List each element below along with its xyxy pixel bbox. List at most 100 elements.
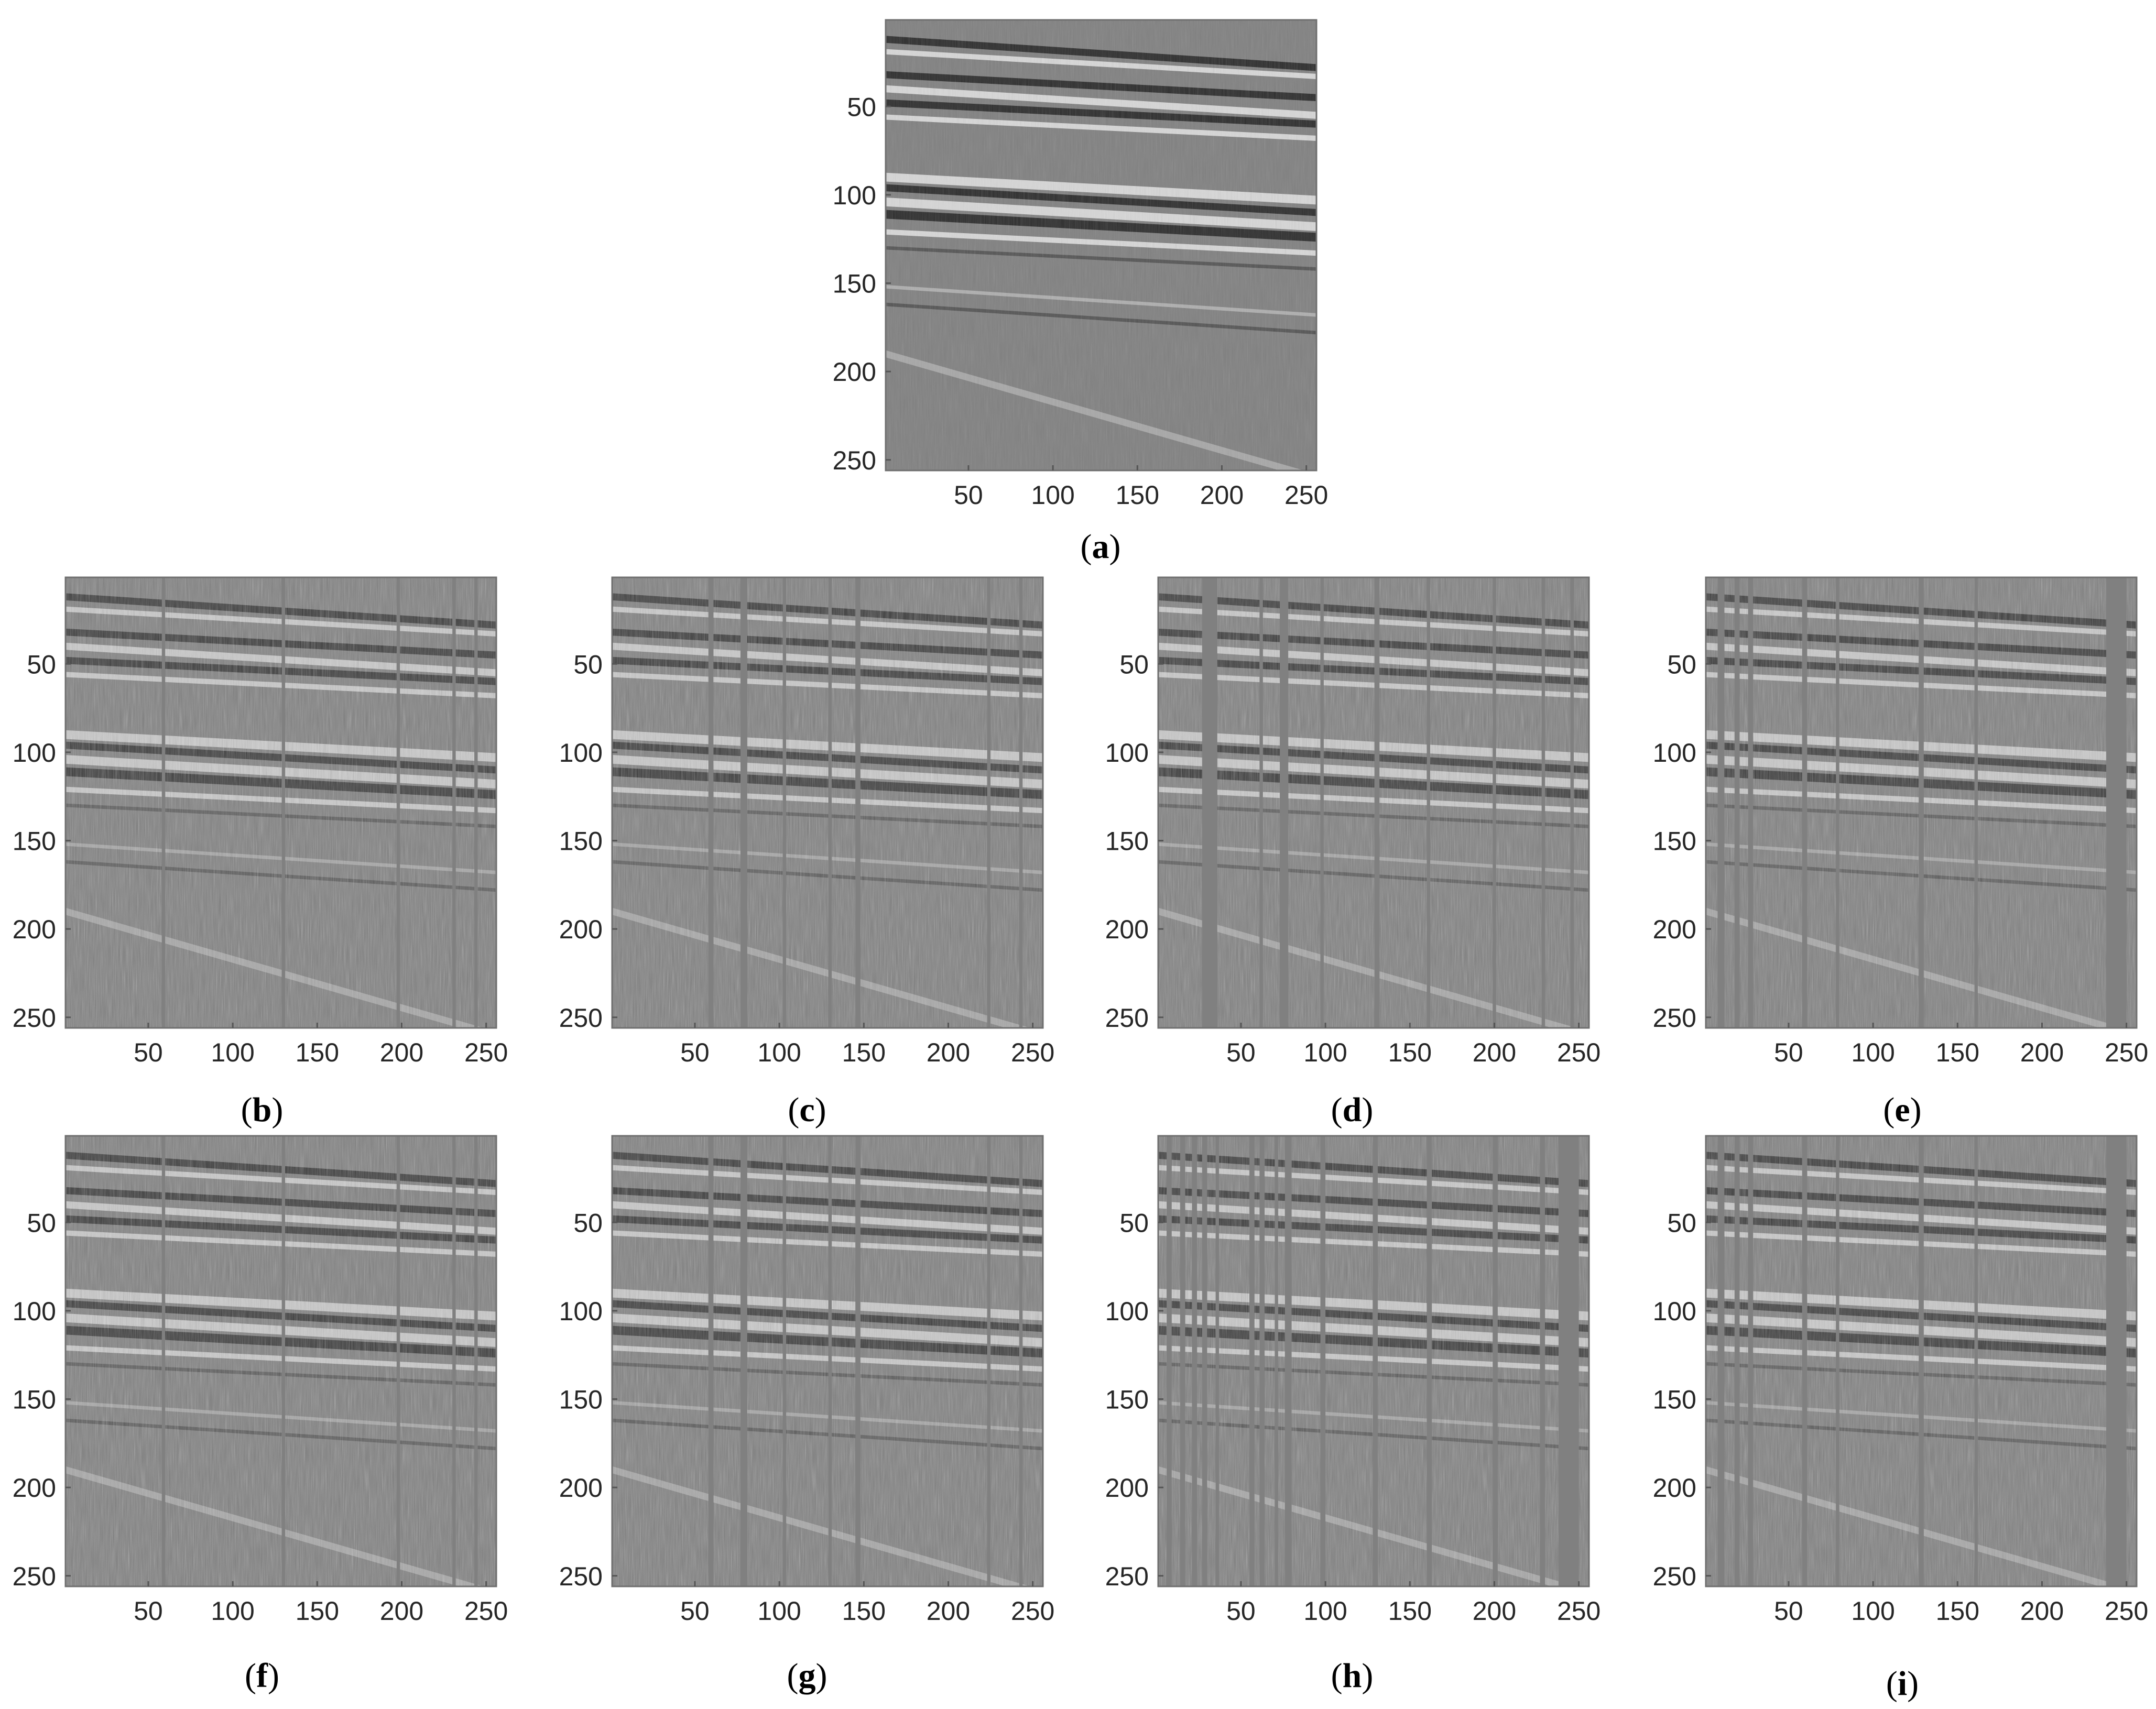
missing-trace-column	[828, 577, 832, 1028]
missing-trace-column	[396, 577, 400, 1028]
panel-caption-d: (d)	[1331, 1091, 1374, 1129]
missing-trace-column	[161, 1136, 166, 1586]
y-tick-label: 200	[559, 915, 603, 944]
y-tick-label: 150	[1105, 1385, 1149, 1415]
seismic-image	[1706, 1136, 2137, 1586]
x-tick-label: 100	[757, 1596, 801, 1626]
x-tick-label: 250	[464, 1596, 508, 1626]
panel-f: 50 100 150 200 250 50 100 150 200 250 (f)	[13, 1135, 508, 1695]
missing-trace-column	[1280, 577, 1289, 1028]
x-tick-label: 150	[1936, 1596, 1979, 1626]
panel-h: 50 100 150 200 250 50 100 150 200 250 (h)	[1105, 1135, 1600, 1695]
noise-texture	[886, 20, 1316, 470]
axes-frame	[885, 19, 1317, 472]
y-tick-label: 150	[13, 1385, 56, 1415]
y-tick-label: 50	[847, 92, 876, 122]
noise-texture	[66, 1136, 496, 1586]
missing-trace-column	[1748, 1136, 1754, 1586]
x-tick-label: 100	[757, 1038, 801, 1067]
missing-trace-column	[1192, 1136, 1197, 1586]
y-tick-label: 200	[559, 1473, 603, 1503]
y-tick-label: 50	[27, 1208, 56, 1237]
missing-trace-column	[1275, 1136, 1278, 1586]
y-tick-label: 100	[559, 738, 603, 768]
missing-trace-column	[1320, 577, 1324, 1028]
y-tick-label: 150	[1105, 827, 1149, 856]
missing-trace-column	[1259, 577, 1263, 1028]
axes-frame	[1705, 576, 2138, 1029]
y-tick-label: 200	[1653, 1473, 1696, 1503]
missing-trace-column	[1540, 1136, 1545, 1586]
y-tick-label: 100	[1105, 738, 1149, 768]
x-tick-label: 150	[842, 1038, 886, 1067]
x-tick-label: 200	[1473, 1038, 1516, 1067]
missing-trace-column	[1919, 577, 1924, 1028]
missing-trace-column	[1202, 577, 1217, 1028]
missing-trace-column	[1374, 577, 1380, 1028]
missing-trace-column	[474, 1136, 478, 1586]
y-tick-label: 250	[1105, 1562, 1149, 1591]
panel-caption-b: (b)	[241, 1091, 284, 1129]
missing-trace-column	[1717, 1136, 1725, 1586]
missing-trace-column	[1734, 577, 1740, 1028]
missing-trace-column	[1974, 1136, 1978, 1586]
x-tick-label: 150	[1936, 1038, 1979, 1067]
y-tick-label: 50	[27, 650, 56, 679]
y-tick-label: 100	[833, 181, 876, 210]
seismic-image	[886, 20, 1316, 470]
panel-d: 50 100 150 200 250 50 100 150 200 250 (d)	[1105, 576, 1600, 1129]
y-tick-label: 50	[573, 1208, 603, 1237]
y-tick-label: 250	[833, 446, 876, 475]
seismic-image	[66, 1136, 496, 1586]
missing-trace-column	[1493, 1136, 1498, 1586]
missing-trace-column	[452, 577, 456, 1028]
x-tick-label: 100	[1851, 1596, 1894, 1626]
panel-caption-i: (i)	[1886, 1664, 1919, 1703]
axes-frame	[1157, 576, 1590, 1029]
noise-texture	[1158, 577, 1589, 1028]
panel-caption-h: (h)	[1331, 1657, 1374, 1695]
x-tick-label: 150	[842, 1596, 886, 1626]
seismic-image	[612, 577, 1043, 1028]
x-tick-label: 250	[1557, 1596, 1600, 1626]
panel-a: 50 100 150 200 250 50 100 150 200 250 (a)	[833, 19, 1328, 566]
y-tick-label: 100	[1653, 738, 1696, 768]
y-tick-label: 250	[13, 1003, 56, 1033]
panel-caption-c: (c)	[788, 1091, 826, 1129]
y-tick-label: 150	[1653, 1385, 1696, 1415]
panel-i: 50 100 150 200 250 50 100 150 200 250 (i)	[1653, 1135, 2148, 1703]
missing-trace-column	[740, 577, 747, 1028]
seismic-image	[1158, 1136, 1589, 1586]
y-tick-label: 200	[1653, 915, 1696, 944]
x-tick-label: 150	[296, 1596, 339, 1626]
missing-trace-column	[708, 1136, 714, 1586]
x-tick-label: 50	[134, 1596, 163, 1626]
y-tick-label: 250	[1105, 1003, 1149, 1033]
missing-trace-column	[1734, 1136, 1740, 1586]
x-tick-label: 200	[380, 1038, 423, 1067]
y-tick-label: 50	[1667, 1208, 1696, 1237]
x-tick-label: 50	[134, 1038, 163, 1067]
missing-trace-column	[161, 577, 166, 1028]
y-tick-label: 250	[13, 1562, 56, 1591]
x-tick-label: 250	[464, 1038, 508, 1067]
x-tick-label: 50	[680, 1596, 710, 1626]
x-tick-label: 150	[296, 1038, 339, 1067]
y-tick-label: 250	[1653, 1562, 1696, 1591]
x-tick-label: 200	[2020, 1596, 2064, 1626]
x-tick-label: 200	[1200, 480, 1244, 510]
missing-trace-column	[828, 1136, 832, 1586]
panel-caption-e: (e)	[1883, 1091, 1921, 1129]
axes-frame	[1705, 1135, 2138, 1587]
x-tick-label: 250	[2105, 1596, 2148, 1626]
x-tick-label: 50	[1226, 1038, 1256, 1067]
y-tick-label: 100	[1105, 1297, 1149, 1326]
axes-frame	[64, 576, 497, 1029]
missing-trace-column	[1019, 1136, 1023, 1586]
missing-trace-column	[1202, 1136, 1207, 1586]
panel-e: 50 100 150 200 250 50 100 150 200 250 (e)	[1653, 576, 2148, 1129]
missing-trace-column	[987, 577, 991, 1028]
axes-frame	[611, 1135, 1044, 1587]
missing-trace-column	[1802, 577, 1807, 1028]
